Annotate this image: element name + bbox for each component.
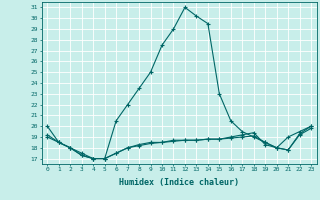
X-axis label: Humidex (Indice chaleur): Humidex (Indice chaleur)	[119, 178, 239, 187]
